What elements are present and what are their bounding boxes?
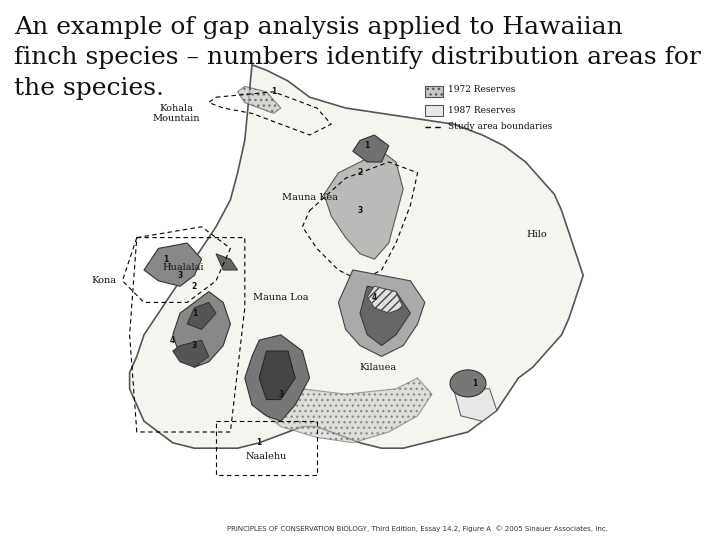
Text: 1: 1	[192, 309, 197, 318]
FancyBboxPatch shape	[425, 86, 443, 97]
Text: Hilo: Hilo	[526, 231, 546, 239]
Polygon shape	[454, 389, 497, 421]
Text: Kilauea: Kilauea	[359, 363, 397, 372]
Text: 3: 3	[357, 206, 363, 215]
Polygon shape	[338, 270, 425, 356]
Polygon shape	[173, 292, 230, 367]
Polygon shape	[360, 286, 410, 346]
Polygon shape	[238, 86, 281, 113]
Polygon shape	[367, 286, 403, 313]
Text: Naalehu: Naalehu	[246, 452, 287, 461]
Polygon shape	[144, 243, 202, 286]
Text: Kona: Kona	[92, 276, 117, 285]
Text: 1: 1	[163, 255, 168, 264]
Text: 4: 4	[170, 336, 176, 345]
Text: 3: 3	[278, 390, 284, 399]
Text: 1: 1	[472, 379, 478, 388]
Polygon shape	[216, 254, 238, 270]
Polygon shape	[252, 378, 432, 443]
Text: 3: 3	[177, 271, 183, 280]
Circle shape	[450, 370, 486, 397]
FancyBboxPatch shape	[425, 105, 443, 116]
Polygon shape	[187, 302, 216, 329]
Polygon shape	[353, 135, 389, 162]
Text: 2: 2	[192, 282, 197, 291]
Text: 1: 1	[364, 141, 370, 150]
Text: Mauna Loa: Mauna Loa	[253, 293, 309, 301]
Text: 1: 1	[271, 87, 276, 96]
Text: 3: 3	[192, 341, 197, 350]
Polygon shape	[130, 65, 583, 448]
Text: 1987 Reserves: 1987 Reserves	[448, 106, 516, 115]
Text: 4: 4	[372, 293, 377, 301]
Text: An example of gap analysis applied to Hawaiian
finch species – numbers identify : An example of gap analysis applied to Ha…	[14, 16, 701, 99]
Text: Hualalai: Hualalai	[163, 263, 204, 272]
Polygon shape	[173, 340, 209, 367]
Text: 1972 Reserves: 1972 Reserves	[448, 85, 516, 93]
Text: Kohala
Mountain: Kohala Mountain	[153, 104, 200, 123]
Text: 2: 2	[357, 168, 363, 177]
Text: PRINCIPLES OF CONSERVATION BIOLOGY, Third Edition, Essay 14.2, Figure A  © 2005 : PRINCIPLES OF CONSERVATION BIOLOGY, Thir…	[227, 525, 608, 532]
Text: 1: 1	[256, 438, 262, 447]
Text: Study area boundaries: Study area boundaries	[448, 123, 552, 131]
Text: Mauna Kea: Mauna Kea	[282, 193, 338, 201]
Polygon shape	[324, 151, 403, 259]
Polygon shape	[245, 335, 310, 421]
Polygon shape	[259, 351, 295, 400]
